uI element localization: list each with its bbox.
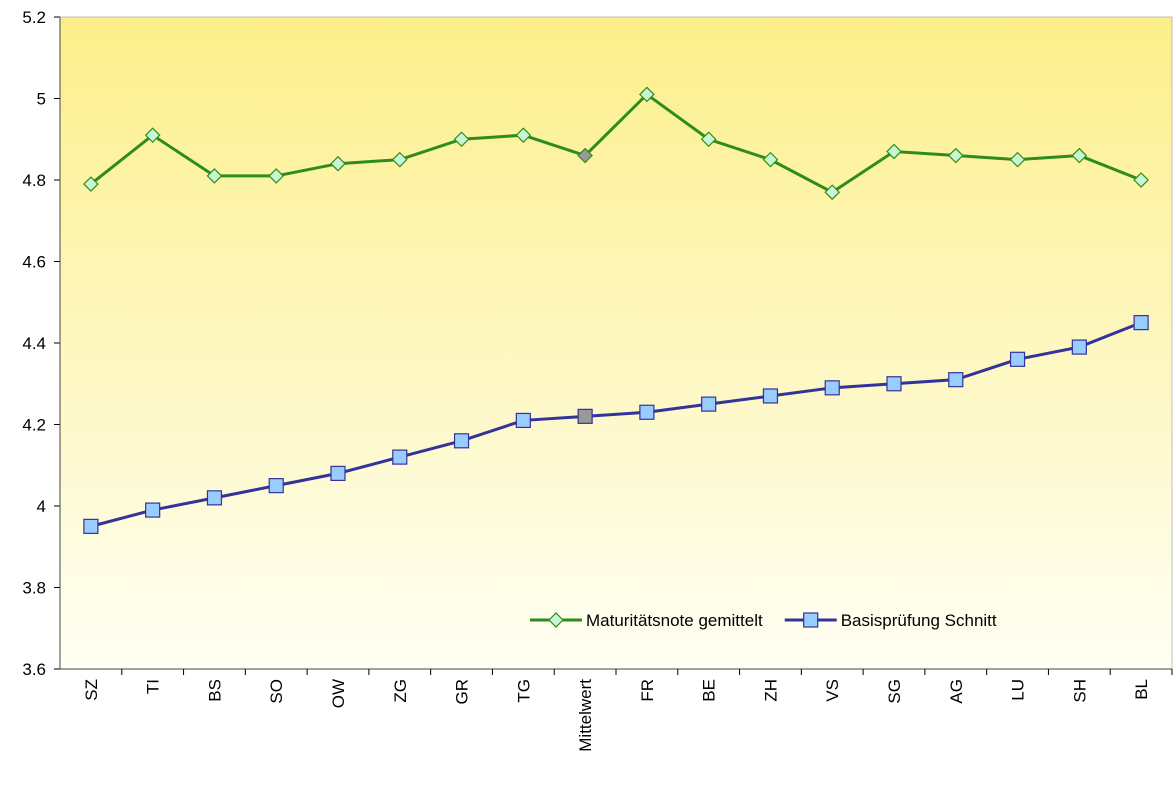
y-tick-label: 3.6 (22, 660, 46, 679)
x-tick-label: FR (638, 679, 657, 702)
legend-marker (548, 612, 564, 628)
marker (83, 176, 99, 192)
y-tick-label: 3.8 (22, 579, 46, 598)
legend-marker (803, 612, 819, 628)
marker (515, 127, 532, 144)
marker (886, 143, 902, 160)
marker (701, 396, 717, 412)
marker (144, 127, 161, 144)
x-tick-label: BS (205, 679, 224, 702)
marker (330, 155, 346, 172)
series-line (89, 92, 1142, 194)
marker (453, 131, 470, 148)
marker (206, 490, 223, 506)
x-tick-label: OW (329, 679, 348, 708)
marker (1071, 339, 1087, 355)
x-tick-label: SZ (82, 679, 101, 701)
x-tick-label: GR (453, 679, 472, 705)
marker (268, 478, 284, 494)
marker (886, 376, 902, 392)
marker (947, 147, 964, 164)
y-tick-label: 5 (37, 90, 46, 109)
x-tick-label: SG (885, 679, 904, 704)
marker (1071, 147, 1088, 164)
y-tick-label: 4 (37, 497, 46, 516)
x-tick-label: BE (700, 679, 719, 702)
x-tick-label: TI (144, 679, 163, 694)
y-tick-label: 4.4 (22, 334, 46, 353)
marker (515, 412, 531, 429)
marker (639, 404, 655, 420)
marker (1133, 315, 1149, 331)
legend-label: Maturitätsnote gemittelt (586, 611, 763, 630)
marker (762, 388, 779, 404)
marker (392, 449, 408, 465)
x-tick-label: LU (1009, 679, 1028, 701)
x-tick-label: ZG (391, 679, 410, 703)
marker (1009, 151, 1026, 168)
y-tick-label: 4.6 (22, 253, 46, 272)
x-tick-label: SO (267, 679, 286, 704)
marker (391, 151, 408, 168)
y-tick-label: 4.2 (22, 416, 46, 435)
marker (206, 168, 223, 184)
marker (948, 372, 964, 388)
marker (453, 433, 470, 449)
x-tick-label: TG (514, 679, 533, 703)
marker (83, 518, 99, 534)
marker (330, 465, 346, 481)
marker (1133, 172, 1149, 188)
series-line (90, 321, 1142, 528)
marker (824, 380, 840, 396)
marker (577, 408, 593, 424)
marker (639, 86, 655, 103)
y-tick-label: 5.2 (22, 8, 46, 27)
marker (700, 131, 717, 148)
x-tick-label: BL (1132, 679, 1151, 700)
x-tick-label: ZH (761, 679, 780, 702)
marker (268, 168, 285, 184)
x-tick-label: SH (1070, 679, 1089, 703)
marker (762, 151, 779, 168)
x-tick-label: AG (947, 679, 966, 704)
x-tick-label: VS (823, 679, 842, 702)
marker (577, 147, 593, 164)
marker (1009, 351, 1026, 367)
marker (145, 502, 161, 518)
y-tick-label: 4.8 (22, 171, 46, 190)
plot-area (60, 17, 1172, 669)
x-tick-label: Mittelwert (576, 679, 595, 752)
legend-label: Basisprüfung Schnitt (841, 611, 997, 630)
marker (824, 184, 841, 201)
